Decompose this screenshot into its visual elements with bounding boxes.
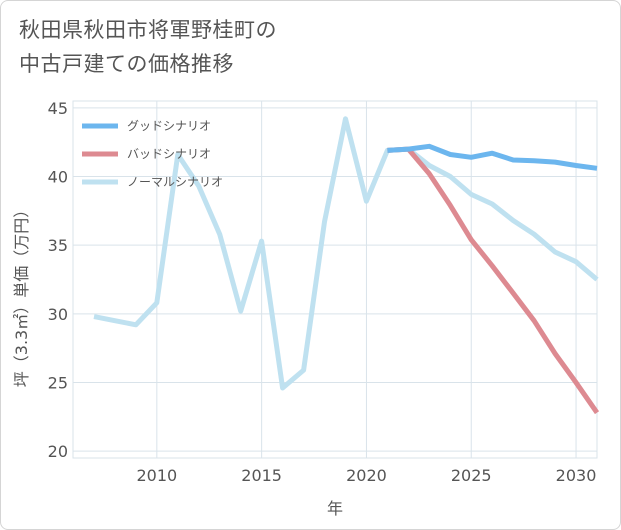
y-tick-label: 30: [48, 305, 68, 324]
legend-label-good: グッドシナリオ: [127, 119, 211, 133]
chart-title: 秋田県秋田市将軍野桂町の 中古戸建ての価格推移: [19, 13, 277, 81]
x-tick-label: 2020: [346, 466, 387, 485]
y-tick-label: 45: [48, 99, 68, 118]
chart-title-line-2: 中古戸建ての価格推移: [19, 52, 234, 76]
legend-label-bad: バッドシナリオ: [127, 147, 211, 161]
x-tick-label: 2010: [136, 466, 177, 485]
series-line-good: [387, 143, 598, 171]
series-lines: [93, 116, 600, 415]
y-axis-title: 坪（3.3㎡）単価（万円）: [12, 202, 31, 387]
x-tick-label: 2015: [241, 466, 282, 485]
legend-label-normal: ノーマルシナリオ: [127, 175, 223, 189]
x-tick-label: 2030: [556, 466, 597, 485]
series-line-normal: [93, 116, 599, 391]
x-tick-label: 2025: [451, 466, 492, 485]
y-tick-label: 20: [48, 442, 68, 461]
grid-lines: [73, 101, 597, 458]
series-line-bad: [387, 146, 600, 415]
x-axis-title: 年: [327, 499, 343, 518]
y-tick-label: 40: [48, 168, 68, 187]
y-tick-label: 35: [48, 236, 68, 255]
chart-title-line-1: 秋田県秋田市将軍野桂町の: [19, 18, 277, 42]
y-tick-label: 25: [48, 373, 68, 392]
